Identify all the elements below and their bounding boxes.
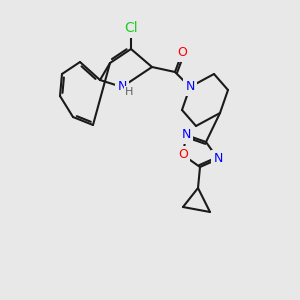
Text: O: O: [178, 148, 188, 161]
Text: O: O: [177, 46, 187, 59]
Text: N: N: [213, 152, 223, 166]
Text: N: N: [181, 128, 191, 142]
Text: H: H: [125, 87, 133, 97]
Text: Cl: Cl: [124, 21, 138, 35]
Text: N: N: [117, 80, 127, 94]
Text: N: N: [185, 80, 195, 94]
